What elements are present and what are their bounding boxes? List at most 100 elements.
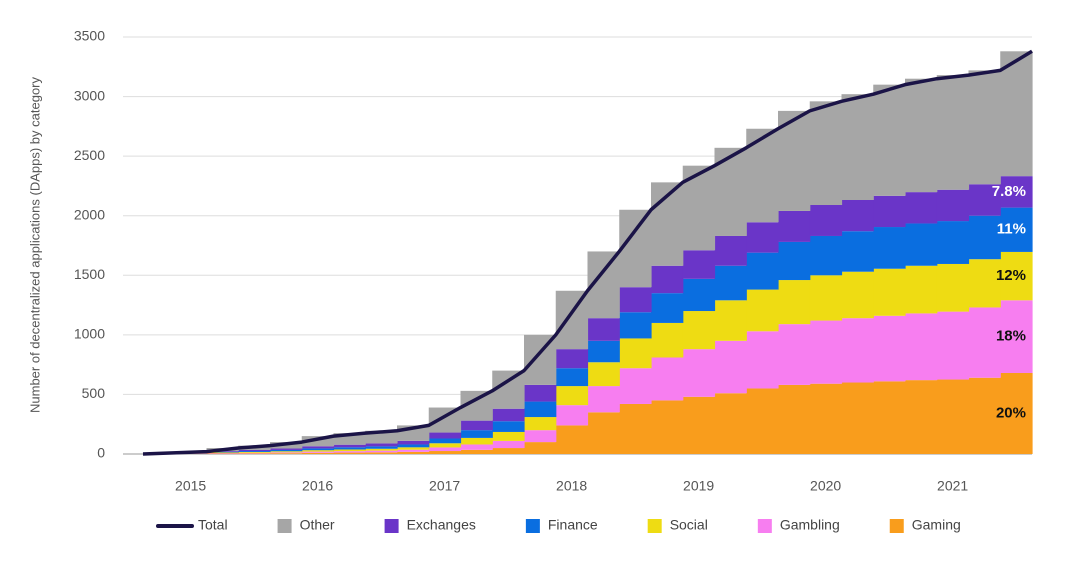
area-step xyxy=(682,396,716,454)
area-step xyxy=(841,199,874,232)
legend-label: Gaming xyxy=(912,517,961,533)
area-step xyxy=(809,320,843,384)
area-step xyxy=(270,452,303,454)
area-step xyxy=(682,349,716,397)
area-step xyxy=(301,436,335,447)
area-step xyxy=(524,417,557,431)
area-step xyxy=(270,453,303,454)
area-step xyxy=(809,275,843,321)
area-step xyxy=(619,209,652,288)
area-step xyxy=(301,451,335,453)
area-step xyxy=(936,379,970,454)
area-step xyxy=(397,440,430,445)
value-label: 7.8% xyxy=(992,183,1026,200)
area-step xyxy=(524,430,557,443)
area-step xyxy=(492,370,525,409)
area-step xyxy=(587,412,620,454)
x-tick-label: 2021 xyxy=(937,478,968,494)
y-tick-label: 2000 xyxy=(74,206,105,222)
area-step xyxy=(555,425,589,454)
area-step xyxy=(968,70,1001,185)
x-tick-label: 2015 xyxy=(175,478,206,494)
area-step xyxy=(714,300,747,341)
y-tick-label: 3500 xyxy=(74,28,105,44)
area-step xyxy=(873,84,906,196)
area-step xyxy=(428,447,462,452)
area-step xyxy=(238,453,271,454)
area-step xyxy=(587,386,620,413)
area-step xyxy=(428,451,462,454)
legend-swatch xyxy=(757,519,772,533)
area-step xyxy=(460,449,493,454)
area-step xyxy=(333,444,366,448)
legend-swatch xyxy=(889,519,904,533)
area-step xyxy=(301,450,335,452)
value-label: 11% xyxy=(997,221,1026,238)
area-step xyxy=(714,393,747,454)
area-step xyxy=(651,265,684,294)
area-step xyxy=(460,437,493,445)
area-step xyxy=(682,278,716,312)
area-step xyxy=(365,443,398,447)
area-step xyxy=(206,451,239,453)
area-step xyxy=(714,235,747,266)
area-step xyxy=(746,331,779,389)
area-step xyxy=(397,451,430,454)
area-step xyxy=(270,449,303,452)
area-step xyxy=(301,448,335,451)
area-step xyxy=(1000,176,1033,208)
area-step xyxy=(238,452,271,454)
area-step xyxy=(936,189,970,222)
area-step xyxy=(905,223,938,266)
area-step xyxy=(587,318,620,341)
area-step xyxy=(397,447,430,450)
area-step xyxy=(238,449,271,452)
area-step xyxy=(365,452,398,454)
x-tick-label: 2016 xyxy=(302,478,333,494)
area-step xyxy=(1000,300,1033,373)
area-step xyxy=(841,271,874,319)
area-step xyxy=(460,420,493,431)
area-step xyxy=(555,368,589,387)
area-step xyxy=(809,383,843,454)
area-step xyxy=(936,221,970,264)
area-step xyxy=(460,444,493,450)
area-step xyxy=(301,446,335,449)
area-step xyxy=(809,101,843,205)
area-step xyxy=(524,334,557,385)
area-step xyxy=(428,432,462,439)
area-step xyxy=(968,307,1001,378)
value-label: 18% xyxy=(996,328,1026,345)
area-step xyxy=(301,452,335,454)
area-step xyxy=(809,235,843,276)
area-step xyxy=(905,78,938,193)
area-step xyxy=(365,448,398,451)
area-step xyxy=(873,381,906,454)
area-step xyxy=(333,449,366,452)
area-step xyxy=(492,431,525,441)
area-step xyxy=(905,313,938,381)
area-step xyxy=(270,448,303,450)
area-step xyxy=(873,227,906,269)
area-step xyxy=(1000,251,1033,301)
area-step xyxy=(428,438,462,444)
area-step xyxy=(746,388,779,454)
area-step xyxy=(936,75,970,190)
area-step xyxy=(524,384,557,402)
area-step xyxy=(873,195,906,228)
y-tick-label: 2500 xyxy=(74,147,105,163)
area-step xyxy=(333,452,366,454)
area-step xyxy=(746,252,779,290)
area-step xyxy=(555,349,589,369)
legend-swatch xyxy=(277,519,292,533)
area-step xyxy=(968,377,1001,454)
legend-label: Gambling xyxy=(780,517,840,533)
area-step xyxy=(682,311,716,350)
legend-label: Social xyxy=(670,517,708,533)
area-step xyxy=(968,215,1001,260)
y-tick-label: 3000 xyxy=(74,87,105,103)
area-step xyxy=(333,433,366,445)
area-step xyxy=(428,443,462,448)
y-tick-label: 1000 xyxy=(74,326,105,342)
